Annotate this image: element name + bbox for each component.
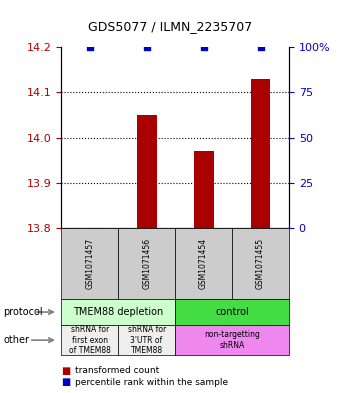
Text: shRNA for
3'UTR of
TMEM88: shRNA for 3'UTR of TMEM88 xyxy=(128,325,166,355)
Text: TMEM88 depletion: TMEM88 depletion xyxy=(73,307,163,317)
Text: GSM1071457: GSM1071457 xyxy=(85,238,94,289)
Text: GSM1071454: GSM1071454 xyxy=(199,238,208,289)
Text: ■: ■ xyxy=(61,377,70,387)
Bar xyxy=(137,115,157,228)
Text: protocol: protocol xyxy=(3,307,43,317)
Text: shRNA for
first exon
of TMEM88: shRNA for first exon of TMEM88 xyxy=(69,325,110,355)
Bar xyxy=(251,79,271,228)
Text: percentile rank within the sample: percentile rank within the sample xyxy=(75,378,228,387)
Text: non-targetting
shRNA: non-targetting shRNA xyxy=(204,331,260,350)
Text: ■: ■ xyxy=(61,365,70,376)
Text: GSM1071456: GSM1071456 xyxy=(142,238,151,289)
Point xyxy=(144,44,149,50)
Text: GSM1071455: GSM1071455 xyxy=(256,238,265,289)
Point xyxy=(201,44,206,50)
Point xyxy=(258,44,263,50)
Text: control: control xyxy=(215,307,249,317)
Text: GDS5077 / ILMN_2235707: GDS5077 / ILMN_2235707 xyxy=(88,20,252,33)
Text: transformed count: transformed count xyxy=(75,366,159,375)
Point xyxy=(87,44,92,50)
Text: other: other xyxy=(3,335,29,345)
Bar xyxy=(193,151,214,228)
